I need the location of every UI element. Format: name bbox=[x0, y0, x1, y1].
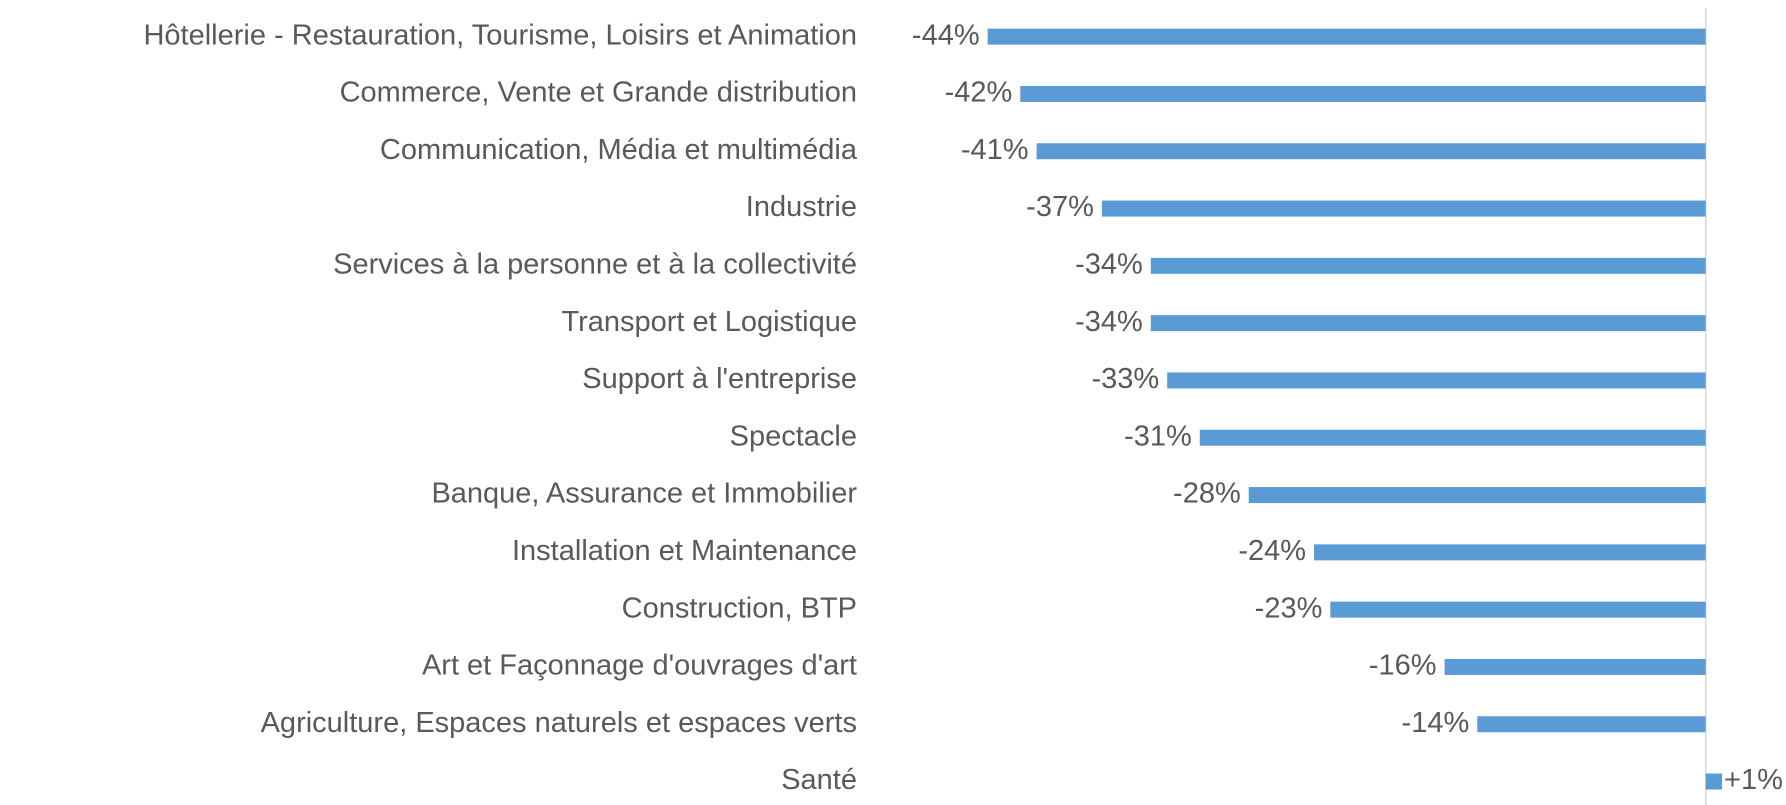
y-tick-label: Transport et Logistique bbox=[561, 306, 857, 338]
y-tick-label: Construction, BTP bbox=[622, 592, 857, 624]
y-tick-label: Communication, Média et multimédia bbox=[380, 134, 858, 166]
y-tick-label: Commerce, Vente et Grande distribution bbox=[340, 77, 857, 109]
data-label: -34% bbox=[1075, 249, 1143, 281]
data-label: -34% bbox=[1075, 306, 1143, 338]
y-tick-label: Spectacle bbox=[730, 420, 857, 452]
bar bbox=[1101, 200, 1706, 217]
bar bbox=[1199, 429, 1706, 446]
bar bbox=[987, 28, 1706, 45]
bar bbox=[1330, 601, 1706, 618]
bar bbox=[1036, 143, 1706, 160]
bar bbox=[1248, 487, 1706, 504]
data-label: +1% bbox=[1724, 764, 1783, 796]
bar bbox=[1705, 773, 1723, 790]
data-label: -33% bbox=[1091, 363, 1159, 395]
data-label: -16% bbox=[1369, 650, 1437, 682]
y-tick-label: Installation et Maintenance bbox=[512, 535, 857, 567]
bar bbox=[1167, 372, 1706, 389]
data-label: -28% bbox=[1173, 478, 1241, 510]
data-label: -23% bbox=[1255, 592, 1323, 624]
data-label: -44% bbox=[912, 19, 980, 51]
y-tick-label: Support à l'entreprise bbox=[582, 363, 857, 395]
data-label: -31% bbox=[1124, 420, 1192, 452]
data-label: -37% bbox=[1026, 191, 1094, 223]
y-tick-label: Banque, Assurance et Immobilier bbox=[431, 478, 857, 510]
bar bbox=[1150, 257, 1706, 274]
bar bbox=[1150, 315, 1706, 332]
data-label: -41% bbox=[961, 134, 1029, 166]
y-tick-label: Art et Façonnage d'ouvrages d'art bbox=[422, 650, 857, 682]
data-label: -42% bbox=[945, 77, 1013, 109]
data-label: -14% bbox=[1402, 707, 1470, 739]
bar bbox=[1020, 85, 1706, 102]
y-tick-label: Hôtellerie - Restauration, Tourisme, Loi… bbox=[143, 19, 857, 51]
bar bbox=[1314, 544, 1706, 561]
bar bbox=[1477, 716, 1706, 733]
data-label: -24% bbox=[1238, 535, 1306, 567]
y-tick-label: Santé bbox=[781, 764, 857, 796]
y-tick-label: Agriculture, Espaces naturels et espaces… bbox=[261, 707, 857, 739]
y-tick-label: Industrie bbox=[746, 191, 857, 223]
y-tick-label: Services à la personne et à la collectiv… bbox=[333, 249, 857, 281]
bar bbox=[1444, 658, 1706, 675]
